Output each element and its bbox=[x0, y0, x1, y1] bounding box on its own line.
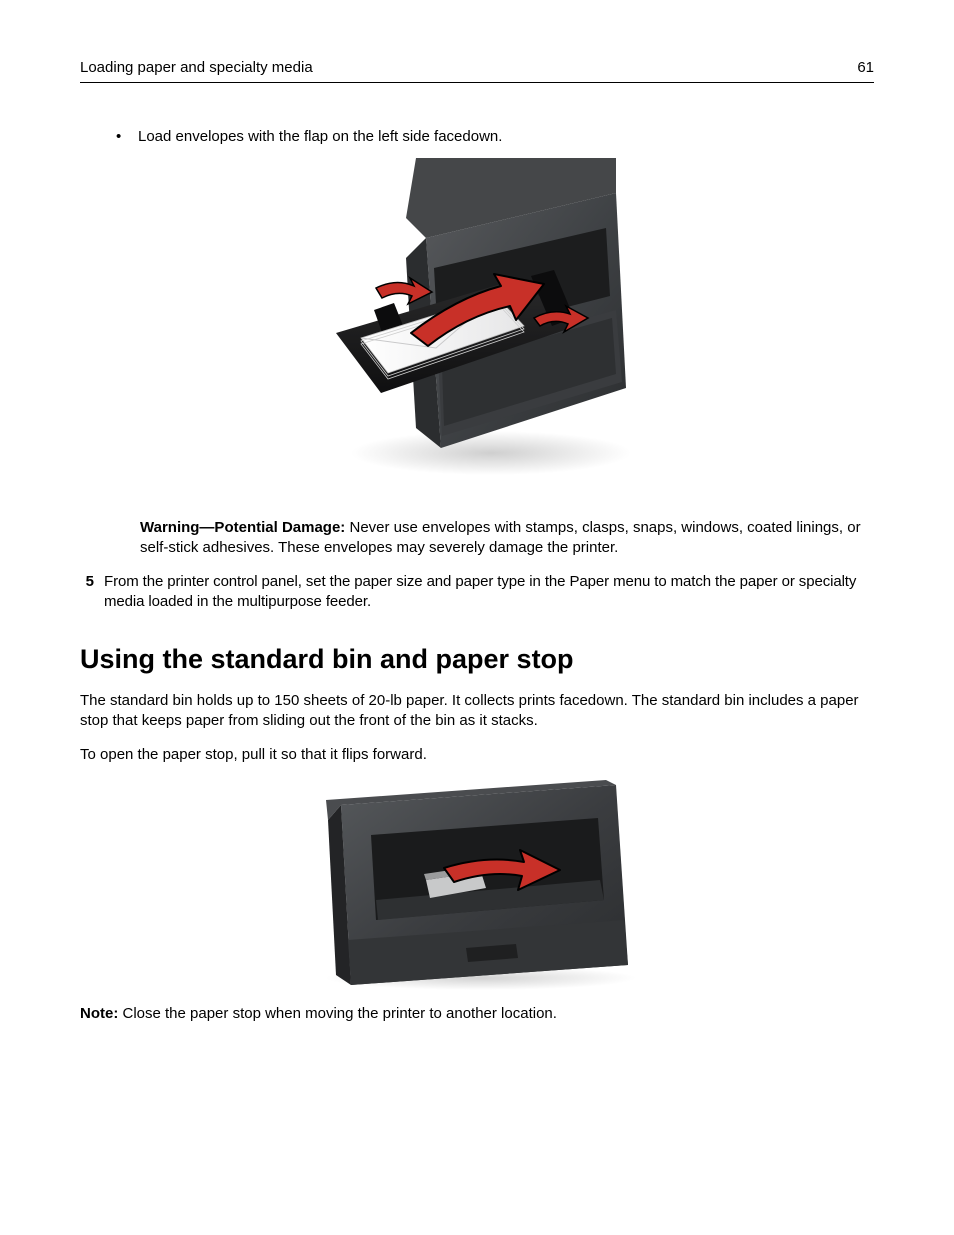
step-number: 5 bbox=[78, 572, 104, 613]
bullet-text: Load envelopes with the flap on the left… bbox=[138, 127, 502, 147]
bullet-marker: • bbox=[116, 127, 138, 147]
section-heading: Using the standard bin and paper stop bbox=[80, 641, 874, 677]
note-paragraph: Note: Close the paper stop when moving t… bbox=[80, 1004, 874, 1024]
note-text: Close the paper stop when moving the pri… bbox=[118, 1005, 557, 1022]
figure-paper-stop bbox=[316, 780, 638, 990]
running-header: Loading paper and specialty media 61 bbox=[80, 58, 874, 83]
bullet-item: • Load envelopes with the flap on the le… bbox=[116, 127, 874, 147]
section-paragraph-1: The standard bin holds up to 150 sheets … bbox=[80, 691, 874, 732]
note-label: Note: bbox=[80, 1005, 118, 1022]
header-page-number: 61 bbox=[857, 58, 874, 78]
section-paragraph-2: To open the paper stop, pull it so that … bbox=[80, 745, 874, 765]
figure-envelope-loading bbox=[316, 158, 638, 480]
step-5: 5 From the printer control panel, set th… bbox=[80, 572, 874, 613]
warning-label: Warning—Potential Damage: bbox=[140, 519, 345, 536]
step-text: From the printer control panel, set the … bbox=[104, 572, 874, 613]
warning-paragraph: Warning—Potential Damage: Never use enve… bbox=[140, 518, 874, 559]
header-title: Loading paper and specialty media bbox=[80, 58, 313, 78]
